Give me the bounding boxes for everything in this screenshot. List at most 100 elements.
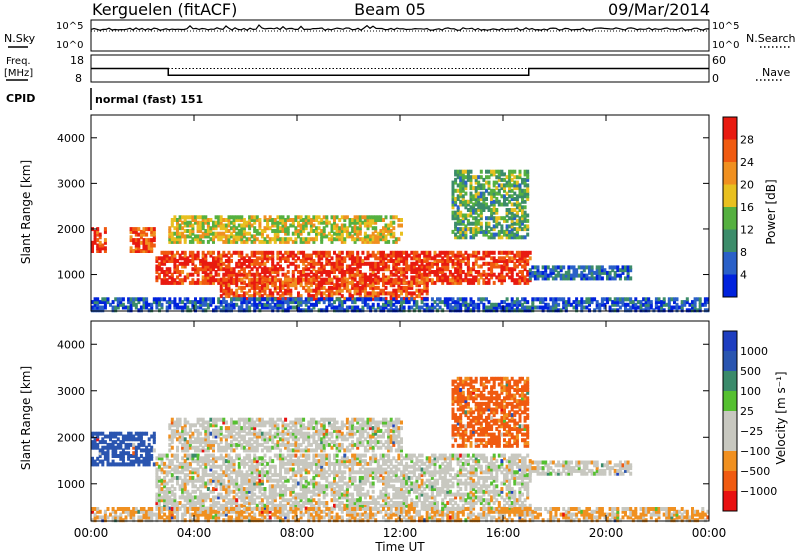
power-cell xyxy=(309,280,313,285)
power-cell xyxy=(121,305,125,310)
power-cell xyxy=(294,277,298,282)
power-cell xyxy=(91,308,94,313)
power-cell xyxy=(492,302,496,307)
power-cell xyxy=(474,275,478,280)
power-cell xyxy=(320,272,324,277)
power-cell xyxy=(441,261,445,266)
power-cell xyxy=(356,218,360,222)
power-cell xyxy=(500,235,504,240)
power-cell xyxy=(307,237,311,242)
power-cell xyxy=(235,297,239,302)
velocity-cell xyxy=(235,475,239,480)
power-cell xyxy=(418,291,421,296)
velocity-cell xyxy=(297,459,300,464)
velocity-cell xyxy=(181,467,185,472)
power-cell xyxy=(464,232,468,237)
velocity-cell xyxy=(188,495,192,500)
power-cell xyxy=(433,305,437,310)
power-cell xyxy=(518,235,522,240)
power-cell xyxy=(472,205,476,210)
power-cell xyxy=(667,308,671,313)
power-cell xyxy=(513,267,517,272)
power-cell xyxy=(479,191,483,196)
power-cell xyxy=(279,215,282,220)
power-cell xyxy=(253,305,257,310)
power-cell xyxy=(183,302,187,307)
power-cell xyxy=(227,302,231,307)
power-cell xyxy=(343,285,347,290)
power-cell xyxy=(387,278,391,283)
power-cell xyxy=(173,259,177,263)
velocity-cell xyxy=(276,484,280,489)
velocity-cell xyxy=(369,495,373,500)
power-cell xyxy=(562,302,566,307)
power-cell xyxy=(459,232,463,237)
power-cell xyxy=(340,231,344,236)
power-cell xyxy=(317,280,321,285)
power-cell xyxy=(224,234,228,239)
power-cell xyxy=(384,280,388,285)
power-cell xyxy=(425,291,429,296)
velocity-cell xyxy=(273,464,277,469)
power-cell xyxy=(503,229,506,234)
power-cell xyxy=(330,267,334,272)
velocity-cell xyxy=(214,459,218,464)
power-cell xyxy=(217,261,221,266)
velocity-cell xyxy=(279,456,282,461)
velocity-cell xyxy=(127,451,131,456)
velocity-cell xyxy=(327,467,331,472)
power-cell xyxy=(299,308,303,313)
power-cell xyxy=(137,227,141,232)
power-cell xyxy=(289,250,293,255)
power-cell xyxy=(237,215,241,220)
power-cell xyxy=(353,215,357,220)
power-cell xyxy=(263,253,267,258)
velocity-cell xyxy=(212,470,215,475)
power-cell xyxy=(325,305,329,310)
power-cell xyxy=(639,305,643,310)
velocity-cell xyxy=(343,475,347,480)
power-cell xyxy=(348,305,352,310)
power-cell xyxy=(330,229,334,233)
power-cell xyxy=(338,285,342,290)
velocity-cell xyxy=(191,456,195,461)
velocity-cell xyxy=(227,475,231,480)
velocity-cell xyxy=(291,495,295,500)
power-cell xyxy=(304,280,308,285)
power-cell xyxy=(188,280,192,285)
power-cell xyxy=(405,294,409,299)
power-cell xyxy=(448,250,452,255)
power-cell xyxy=(523,253,527,258)
power-cell xyxy=(263,239,267,244)
power-cell xyxy=(191,256,195,261)
power-cell xyxy=(281,291,285,296)
power-cell xyxy=(263,280,267,285)
power-cell xyxy=(415,300,419,305)
power-cell xyxy=(634,302,638,307)
power-cell xyxy=(415,277,419,282)
power-cell xyxy=(518,221,522,226)
power-cell xyxy=(271,250,275,255)
velocity-cell xyxy=(276,492,280,497)
power-cell xyxy=(343,296,347,301)
power-cell xyxy=(459,302,463,307)
power-cell xyxy=(250,223,254,228)
velocity-cell xyxy=(191,453,195,458)
power-cell xyxy=(263,229,267,233)
power-cell xyxy=(703,300,707,305)
power-cell xyxy=(170,231,174,236)
velocity-cell xyxy=(196,470,200,475)
power-cell xyxy=(693,308,697,313)
power-cell xyxy=(593,270,597,275)
power-cell xyxy=(621,297,625,302)
velocity-cell xyxy=(212,478,215,483)
power-cell xyxy=(309,223,313,228)
power-cell xyxy=(98,308,102,313)
power-cell xyxy=(351,234,355,239)
power-cell xyxy=(477,180,481,185)
velocity-cell xyxy=(142,440,146,445)
velocity-cell xyxy=(351,453,355,458)
power-cell xyxy=(382,264,385,269)
velocity-cell xyxy=(91,459,94,464)
power-cell xyxy=(304,226,308,231)
